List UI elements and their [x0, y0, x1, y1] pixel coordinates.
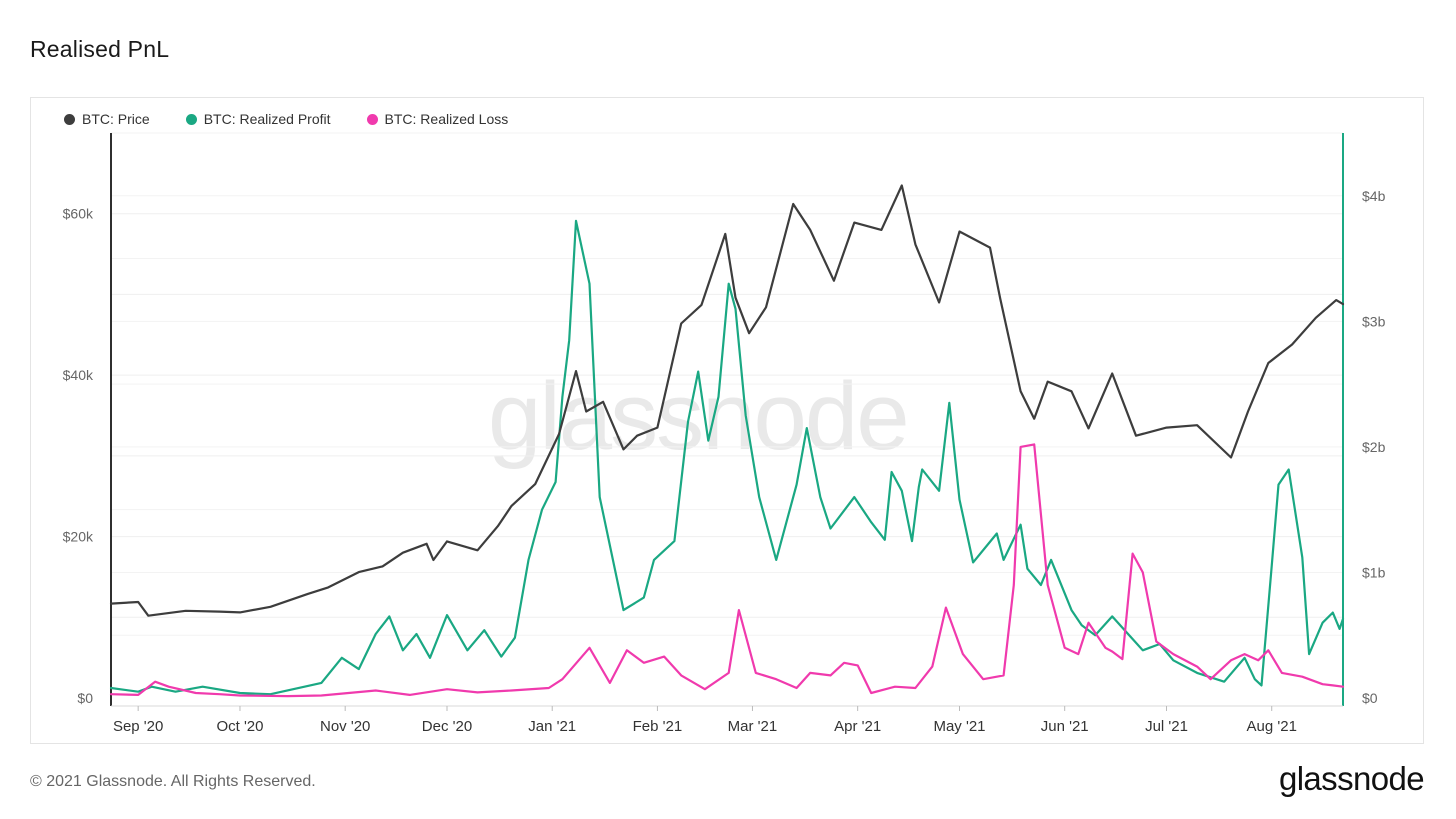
series-line-btc-realized-loss: [109, 443, 1345, 698]
legend-label-realized-profit: BTC: Realized Profit: [203, 111, 331, 127]
y-right-tick-label: $1b: [1362, 564, 1386, 580]
y-left-tick-label: $20k: [63, 529, 94, 545]
series-line-btc-price: [109, 184, 1345, 617]
page-title: Realised PnL: [30, 36, 170, 62]
x-tick-label: Oct '20: [216, 718, 263, 735]
legend-item-price[interactable]: BTC: Price: [64, 111, 150, 127]
y-right-tick-label: $3b: [1362, 313, 1386, 329]
x-tick-label: Jan '21: [528, 718, 576, 735]
x-tick-label: Nov '20: [320, 718, 370, 735]
legend-dot-realized-profit: [185, 113, 197, 125]
y-right-tick-label: $4b: [1362, 188, 1386, 204]
x-tick-label: Aug '21: [1247, 718, 1297, 735]
chart-lines: [109, 184, 1345, 698]
y-left-tick-label: $60k: [63, 206, 94, 222]
series-line-btc-realized-profit: [109, 219, 1345, 696]
legend-item-realized-profit[interactable]: BTC: Realized Profit: [185, 111, 331, 127]
legend-dot-realized-loss: [366, 113, 378, 125]
legend-label-realized-loss: BTC: Realized Loss: [384, 111, 509, 127]
chart-axes: [110, 133, 1344, 711]
y-right-tick-label: $0: [1362, 690, 1378, 706]
chart-grid: [111, 132, 1343, 636]
chart-frame: [30, 97, 1424, 744]
x-tick-label: Apr '21: [834, 718, 881, 735]
legend-label-price: BTC: Price: [82, 111, 150, 127]
x-tick-label: Jul '21: [1145, 718, 1188, 735]
y-right-tick-label: $2b: [1362, 439, 1386, 455]
glassnode-logo[interactable]: glassnode: [1278, 760, 1425, 797]
x-tick-label: Feb '21: [633, 718, 683, 735]
legend-dot-price: [64, 113, 75, 125]
x-tick-label: Jun '21: [1041, 718, 1089, 735]
chart-legend: BTC: Price BTC: Realized Profit BTC: Rea…: [64, 111, 508, 127]
x-tick-label: Sep '20: [113, 718, 163, 735]
footer-copyright: © 2021 Glassnode. All Rights Reserved.: [30, 773, 316, 790]
y-left-tick-label: $40k: [63, 367, 94, 383]
chart-tick-labels: $0 $20k $40k $60k $0 $1b $2b $3b $4b Sep '20 Oct '…: [63, 188, 1386, 735]
x-tick-label: May '21: [933, 718, 985, 735]
y-left-tick-label: $0: [77, 690, 93, 706]
legend-item-realized-loss[interactable]: BTC: Realized Loss: [366, 111, 509, 127]
x-tick-label: Dec '20: [422, 718, 472, 735]
x-tick-label: Mar '21: [728, 718, 778, 735]
